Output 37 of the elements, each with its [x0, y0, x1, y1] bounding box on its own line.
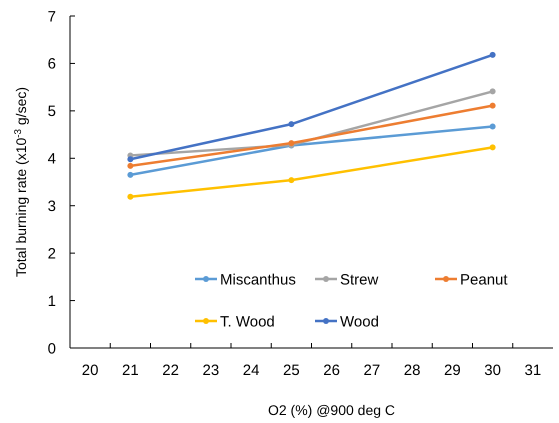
legend-label: Strew: [340, 271, 379, 288]
y-tick-label: 4: [48, 150, 56, 168]
x-tick-label: 28: [404, 362, 420, 379]
point: [127, 194, 134, 200]
x-tick-label: 21: [122, 362, 139, 379]
legend-label: Wood: [340, 313, 379, 330]
legend-label: Peanut: [460, 271, 508, 288]
point: [288, 177, 294, 184]
x-tick-label: 26: [323, 362, 340, 379]
point: [288, 121, 294, 128]
point: [490, 102, 496, 109]
point: [490, 52, 496, 58]
x-tick-label: 29: [444, 362, 461, 379]
y-tick-label: 7: [48, 8, 56, 26]
y-tick-label: 3: [48, 198, 56, 215]
y-tick-label: 5: [48, 103, 56, 120]
x-tick-label: 30: [484, 362, 501, 379]
point: [127, 162, 134, 169]
x-tick-label: 31: [524, 362, 542, 379]
x-tick-label: 27: [364, 362, 380, 379]
point: [490, 88, 496, 94]
x-tick-label: 22: [162, 362, 179, 379]
y-tick-label: 0: [48, 340, 56, 358]
x-tick-label: 25: [283, 362, 300, 379]
x-tick-label: 23: [202, 362, 220, 379]
point: [490, 124, 496, 130]
point: [490, 144, 496, 150]
point: [127, 172, 134, 178]
legend-label: Miscanthus: [220, 271, 296, 288]
x-tick-label: 24: [242, 362, 260, 379]
point: [127, 156, 134, 162]
x-axis-title: O2 (%) @900 deg C: [268, 402, 396, 418]
y-tick-label: 6: [48, 56, 56, 73]
x-tick-label: 20: [82, 362, 98, 379]
legend-label: T. Wood: [220, 313, 275, 330]
y-tick-label: 1: [48, 292, 56, 310]
y-tick-label: 2: [48, 245, 56, 262]
